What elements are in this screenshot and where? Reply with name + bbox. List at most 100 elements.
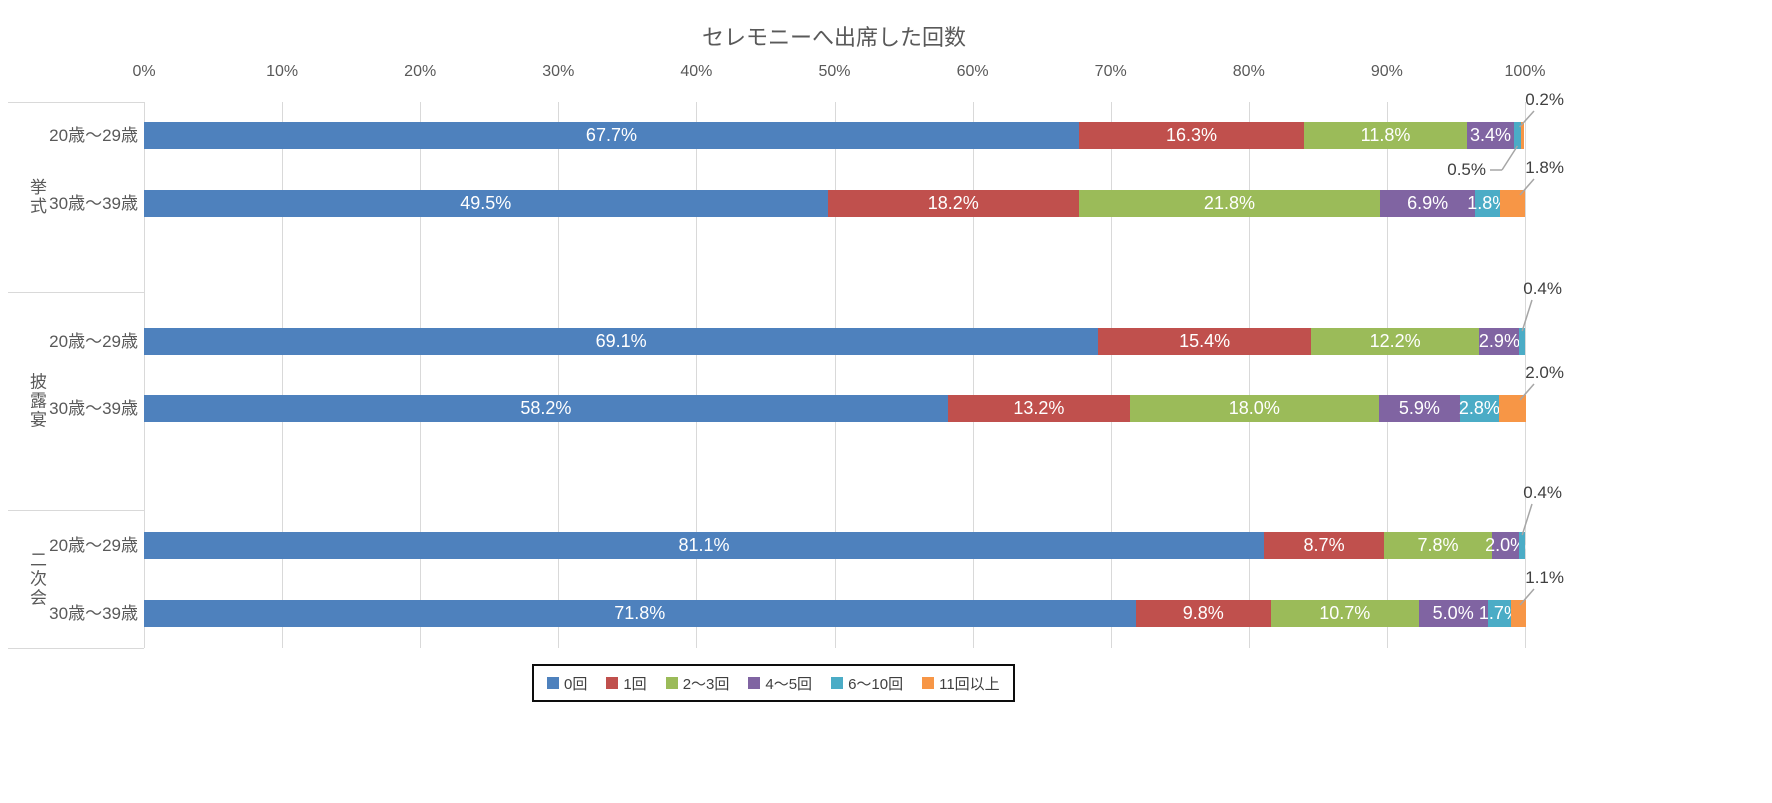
- category-label: 30歳〜39歳: [49, 399, 138, 418]
- legend-swatch: [831, 677, 844, 689]
- bar-segment-6〜10回[interactable]: [1519, 328, 1525, 355]
- legend-item[interactable]: 0回: [547, 673, 587, 694]
- gridline: [1386, 102, 1388, 648]
- bar-segment-1回[interactable]: [1078, 122, 1305, 149]
- bar-value-label: 1.7%: [1478, 603, 1520, 623]
- panel-border: [8, 510, 144, 511]
- bar-value-label: 2.9%: [1478, 331, 1520, 351]
- bar-value-label: 1.8%: [1467, 193, 1509, 213]
- gridline: [972, 102, 974, 648]
- bar-segment-11回以上[interactable]: [1520, 122, 1524, 149]
- gridline: [834, 102, 836, 648]
- leader-line: [1521, 299, 1533, 332]
- bar-segment-6〜10回[interactable]: [1460, 395, 1499, 422]
- bar-value-label: 21.8%: [1203, 193, 1255, 213]
- bar-segment-4〜5回[interactable]: [1479, 328, 1520, 355]
- bar-segment-0回[interactable]: [144, 600, 1136, 627]
- bar-segment-0回[interactable]: [144, 190, 828, 217]
- bar-segment-2〜3回[interactable]: [1270, 600, 1419, 627]
- legend-item-label: 1回: [623, 675, 647, 693]
- callout-label: 0.5%: [1447, 160, 1486, 179]
- bar-segment-0回[interactable]: [144, 122, 1079, 149]
- bar-segment-11回以上[interactable]: [1500, 190, 1525, 217]
- bar-segment-6〜10回[interactable]: [1487, 600, 1512, 627]
- gridline: [696, 102, 698, 648]
- bar-segment-1回[interactable]: [947, 395, 1131, 422]
- bar-segment-0回[interactable]: [144, 328, 1099, 355]
- bar-value-label: 81.1%: [678, 535, 730, 555]
- bar-segment-4〜5回[interactable]: [1491, 532, 1520, 559]
- category-axis-line: [144, 102, 145, 648]
- x-tick-label: 80%: [1232, 63, 1265, 80]
- bar-segment-1回[interactable]: [827, 190, 1079, 217]
- bar-segment-1回[interactable]: [1098, 328, 1311, 355]
- bar-segment-6〜10回[interactable]: [1475, 190, 1501, 217]
- bar-segment-4〜5回[interactable]: [1466, 122, 1514, 149]
- bar-segment-4〜5回[interactable]: [1379, 190, 1476, 217]
- gridline: [282, 102, 284, 648]
- x-tick-label: 60%: [956, 63, 989, 80]
- x-tick-label: 0%: [132, 63, 156, 80]
- bar-segment-2〜3回[interactable]: [1384, 532, 1492, 559]
- legend-swatch: [606, 677, 619, 689]
- bar-value-label: 6.9%: [1407, 193, 1449, 213]
- bar-segment-2〜3回[interactable]: [1078, 190, 1380, 217]
- callout-label: 1.1%: [1525, 568, 1564, 587]
- callout-label: 0.2%: [1525, 90, 1564, 109]
- bar-value-label: 15.4%: [1179, 331, 1231, 351]
- bar-value-label: 2.8%: [1458, 398, 1500, 418]
- bar-segment-4〜5回[interactable]: [1378, 395, 1461, 422]
- x-tick-label: 20%: [404, 63, 437, 80]
- bar-value-label: 16.3%: [1165, 125, 1218, 145]
- bar-segment-0回[interactable]: [144, 395, 948, 422]
- bar-value-label: 71.8%: [614, 603, 666, 623]
- gridline: [1525, 102, 1526, 648]
- legend-item-label: 0回: [564, 675, 588, 693]
- category-label: 30歳〜39歳: [49, 194, 138, 213]
- bar-segment-6〜10回[interactable]: [1519, 532, 1525, 559]
- bar-segment-2〜3回[interactable]: [1310, 328, 1480, 355]
- legend-swatch: [665, 677, 678, 689]
- legend-swatch: [748, 677, 761, 689]
- x-tick-label: 40%: [680, 63, 713, 80]
- bar-value-label: 13.2%: [1013, 398, 1065, 418]
- bar-segment-11回以上[interactable]: [1498, 395, 1527, 422]
- bar-segment-11回以上[interactable]: [1511, 600, 1527, 627]
- legend-item[interactable]: 2〜3回: [665, 673, 730, 694]
- legend-item[interactable]: 6〜10回: [831, 673, 903, 694]
- callout-label: 2.0%: [1525, 363, 1564, 382]
- bar-value-label: 11.8%: [1360, 125, 1411, 145]
- bar-value-label: 49.5%: [460, 193, 512, 213]
- legend-item-label: 2〜3回: [682, 675, 730, 693]
- bar-value-label: 58.2%: [520, 398, 572, 418]
- panel-border: [8, 102, 144, 103]
- bar-segment-1回[interactable]: [1263, 532, 1385, 559]
- bar-value-label: 5.9%: [1398, 398, 1440, 418]
- bar-segment-2〜3回[interactable]: [1304, 122, 1467, 149]
- x-tick-label: 100%: [1504, 63, 1546, 80]
- group-label: 二次会: [27, 550, 46, 608]
- legend-item[interactable]: 4〜5回: [748, 673, 812, 694]
- x-tick-label: 90%: [1370, 63, 1403, 80]
- gridline: [558, 102, 560, 648]
- legend-item[interactable]: 1回: [606, 673, 647, 694]
- bar-value-label: 69.1%: [595, 331, 647, 351]
- gridline: [1248, 102, 1250, 648]
- bar-value-label: 12.2%: [1369, 331, 1421, 351]
- legend-item-label: 4〜5回: [765, 675, 813, 693]
- bar-segment-6〜10回[interactable]: [1513, 122, 1521, 149]
- bar-segment-4〜5回[interactable]: [1418, 600, 1488, 627]
- legend-swatch: [547, 677, 559, 689]
- x-tick-label: 50%: [818, 63, 851, 80]
- gridline: [1110, 102, 1112, 648]
- panel-border: [8, 648, 144, 649]
- legend-item[interactable]: 11回以上: [922, 673, 1000, 694]
- gridline: [420, 102, 422, 648]
- bar-value-label: 18.0%: [1228, 398, 1280, 418]
- bar-segment-2〜3回[interactable]: [1130, 395, 1379, 422]
- panel-border: [8, 292, 144, 293]
- bar-segment-1回[interactable]: [1135, 600, 1271, 627]
- bar-segment-0回[interactable]: [144, 532, 1264, 559]
- bar-value-label: 5.0%: [1432, 603, 1474, 623]
